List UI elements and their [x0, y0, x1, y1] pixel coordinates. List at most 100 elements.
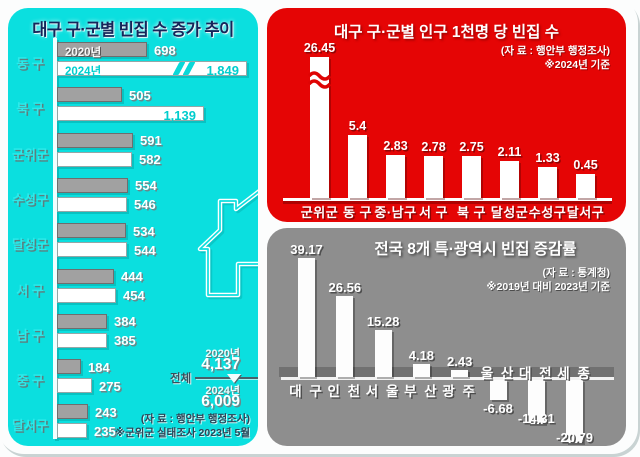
red-category-label: 북 구 [456, 205, 487, 220]
gray-axis-shadow-band [279, 367, 614, 377]
gray-category-label: 세 종 [557, 366, 592, 381]
bar-value-label: 184 [88, 359, 110, 375]
bar-value-label: 243 [95, 404, 117, 420]
bar-value-label: 275 [99, 378, 121, 394]
gray-bar-positive [451, 370, 469, 377]
gray-category-label: 대 구 [289, 384, 324, 399]
left-chart-category-label: 달성군 [12, 237, 48, 253]
red-bar [462, 156, 481, 198]
bar-value-label: 544 [134, 242, 156, 258]
bar-2024 [57, 196, 127, 212]
red-source: (자 료 : 행안부 행정조사) ※2024년 기준 [501, 44, 610, 72]
red-bar-value-label: 2.78 [421, 140, 446, 154]
bar-value-label: 384 [114, 314, 136, 330]
bar-2020 [57, 177, 128, 193]
total-2020-value: 4,137 [201, 356, 240, 373]
red-bar-value-label: 5.4 [348, 119, 367, 133]
gray-source-line2: ※2019년 대비 2023년 기준 [486, 281, 610, 294]
bar-2020 [57, 87, 122, 103]
bar-2020 [57, 359, 81, 375]
bar-value-label: 591 [140, 133, 162, 149]
red-category-label: 서 구 [418, 205, 449, 220]
legend-label: 2024년 [65, 65, 102, 78]
left-chart-category-label: 동 구 [16, 56, 44, 71]
gray-axis-baseline [281, 377, 614, 380]
gray-bar-negative [566, 380, 584, 443]
total-2020-year: 2020년 [205, 348, 240, 360]
left-panel: 대구 구·군별 빈집 수 증가 추이 동 구 2020년 698 2024년 1,849… [8, 8, 258, 446]
gray-bar-positive [336, 296, 354, 377]
red-category-label: 중·남구 [374, 205, 417, 220]
gray-category-label: 대 전 [519, 366, 554, 381]
red-panel-title: 대구 구·군별 인구 1천명 당 빈집 수 [333, 24, 559, 41]
red-bar-value-label: 1.33 [535, 151, 560, 165]
red-bar-value-label: 2.83 [383, 139, 408, 153]
left-chart: 동 구 2020년 698 2024년 1,849 북 구 505 1,139 군위군 591 58… [8, 8, 258, 446]
gray-bar-positive [298, 258, 315, 377]
bar-2024 [57, 423, 87, 439]
bar-value-label: 698 [154, 42, 176, 58]
bar-2024: 2024년 1,849 [57, 61, 247, 78]
bar-2020: 2020년 [57, 42, 147, 59]
left-source-line1: (자 료 : 행안부 행정조사) [140, 413, 250, 425]
gray-category-label: 인 천 [327, 384, 363, 399]
gray-category-label: 광 주 [442, 384, 477, 399]
red-bar [386, 155, 405, 198]
gray-category-label: 서 울 [365, 384, 401, 399]
gray-chart: 39.17 대 구 26.56 인 천 15.28 서 울 4.18 부 산 2.43 광 주 -6… [267, 228, 626, 446]
left-chart-category-label: 군위군 [12, 146, 48, 162]
bar-value-label: 554 [135, 178, 157, 194]
red-source-line2: ※2024년 기준 [544, 59, 610, 72]
left-chart-category-label: 서 구 [16, 282, 44, 298]
total-2024-value: 6,009 [201, 393, 240, 410]
red-category-label: 군위군 [300, 205, 339, 220]
bar-value-label: 1,849 [206, 62, 239, 78]
red-bar [424, 156, 443, 198]
bar-2024: 1,139 [57, 106, 204, 123]
left-axis-line [53, 38, 57, 439]
red-bar-value-label: 26.45 [303, 41, 336, 55]
bar-2020 [57, 313, 107, 329]
bar-value-label: 1,139 [163, 107, 196, 123]
red-bar [500, 161, 519, 198]
bar-value-label: 546 [134, 197, 156, 213]
total-annotation-line [195, 377, 258, 379]
red-bar [348, 135, 367, 198]
axis-break-icon [182, 62, 196, 75]
bar-value-label: 385 [114, 333, 136, 349]
gray-bar-value-label: 15.28 [366, 314, 400, 329]
gray-category-label: 울 산 [480, 366, 516, 381]
bar-2020 [57, 404, 88, 420]
red-bar-value-label: 2.11 [497, 145, 522, 159]
left-chart-category-label: 달서구 [12, 418, 48, 434]
bar-value-label: 505 [129, 87, 151, 103]
bar-2024 [57, 287, 116, 303]
bar-2024 [57, 151, 132, 167]
left-chart-category-label: 남 구 [16, 327, 44, 343]
red-source-line1: (자 료 : 행안부 행정조사) [500, 45, 610, 57]
bar-2024 [57, 332, 107, 348]
left-panel-title: 대구 구·군별 빈집 수 증가 추이 [32, 21, 234, 39]
gray-bar-value-label: 2.43 [447, 354, 473, 369]
red-category-label: 동 구 [342, 205, 373, 220]
red-category-label: 수성구 [528, 205, 567, 220]
total-label: 전체 [170, 373, 192, 385]
red-category-label: 달성군 [490, 205, 529, 220]
bar-value-label: 582 [139, 152, 161, 168]
left-chart-category-label: 수성구 [12, 191, 48, 207]
legend-label: 2020년 [65, 46, 102, 59]
bar-2020 [57, 132, 133, 148]
gray-bar-positive [374, 330, 392, 377]
red-bar-value-label: 0.45 [573, 158, 598, 172]
gray-bar-negative [527, 380, 545, 424]
house-icon [197, 189, 258, 300]
gray-category-label: 부 산 [404, 384, 439, 399]
gray-source: (자 료 : 통계청) ※2019년 대비 2023년 기준 [486, 266, 610, 294]
bar-2024 [57, 378, 92, 394]
gray-bar-value-label: 39.17 [290, 242, 323, 257]
gray-bar-value-label: 4.18 [408, 348, 435, 363]
gray-bar-positive [412, 364, 430, 377]
left-chart-category-label: 북 구 [16, 101, 44, 117]
gray-bar-value-label: -6.68 [483, 401, 513, 416]
left-source-line2: ※군위군 실태조사 2023년 5월 [114, 427, 250, 440]
